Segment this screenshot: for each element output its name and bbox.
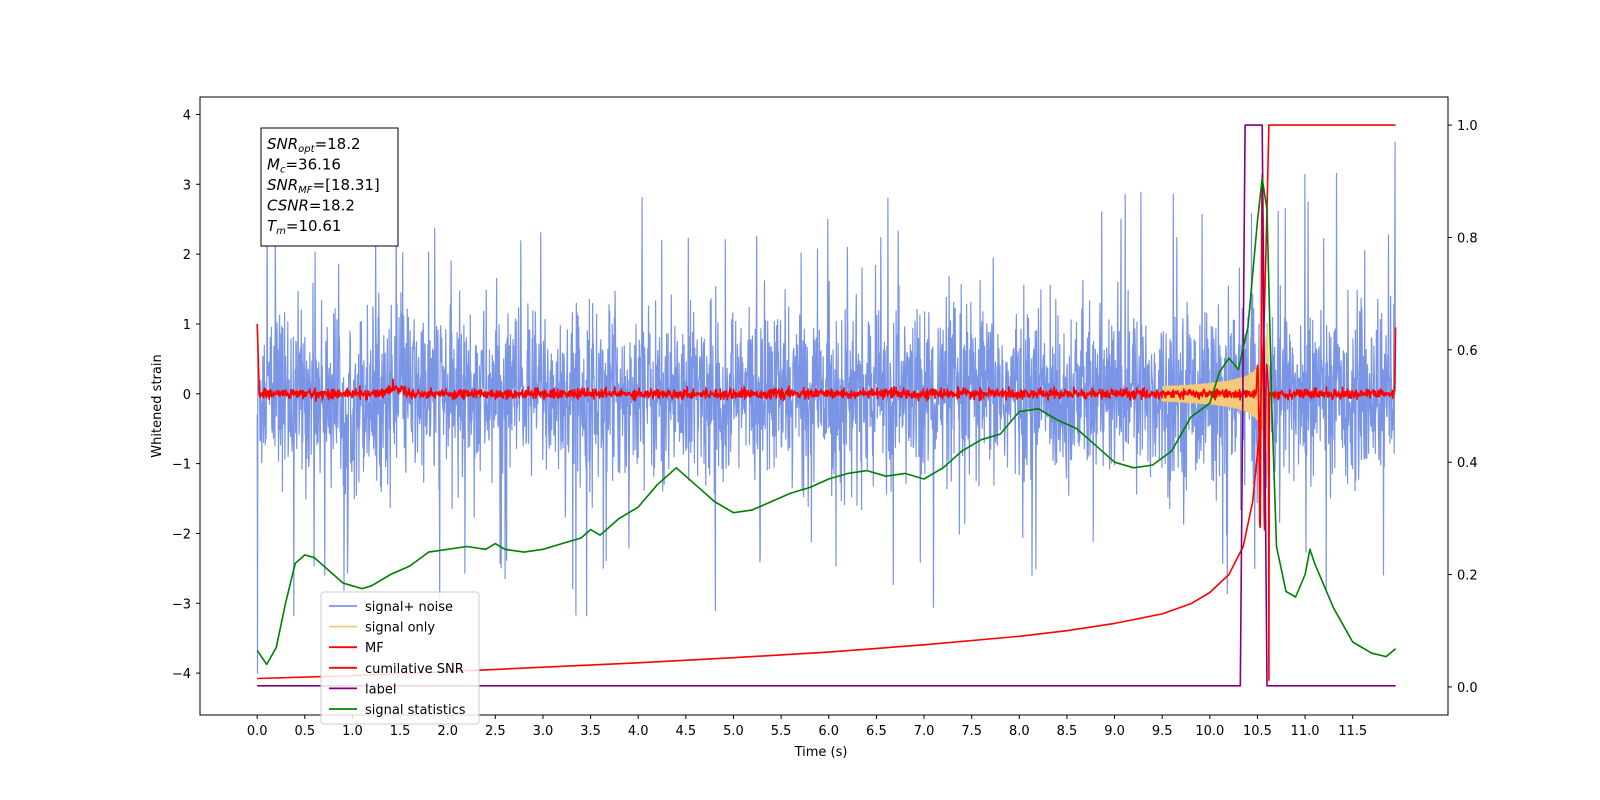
info-symbol: CSNR <box>267 197 309 215</box>
x-tick-label: 2.0 <box>437 724 458 739</box>
y-axis-label: Whitened strain <box>150 354 165 457</box>
info-box-frame <box>260 127 399 247</box>
x-tick-label: 11.0 <box>1291 724 1320 739</box>
info-subscript: opt <box>298 144 315 155</box>
info-box: SNRopt=18.2Mc=36.16SNRMF=[18.31]CSNR=18.… <box>260 127 399 247</box>
x-tick-label: 5.5 <box>771 724 792 739</box>
x-tick-label: 6.5 <box>866 724 887 739</box>
x-tick-label: 3.5 <box>580 724 601 739</box>
x-tick-label: 7.5 <box>961 724 982 739</box>
y-right-tick-label: 0.6 <box>1457 344 1478 359</box>
info-value: =18.2 <box>309 197 355 215</box>
x-tick-label: 8.0 <box>1009 724 1030 739</box>
y-left-tick-label: 2 <box>183 248 191 263</box>
y-right-tick-label: 0.4 <box>1457 456 1478 471</box>
info-value: =18.2 <box>315 135 361 153</box>
series-layer <box>256 124 1397 687</box>
y-left-tick-label: 3 <box>183 178 191 193</box>
legend-frame <box>320 591 480 725</box>
x-tick-label: 11.5 <box>1338 724 1367 739</box>
x-tick-label: 7.0 <box>914 724 935 739</box>
x-tick-label: 9.5 <box>1152 724 1173 739</box>
x-axis-label: Time (s) <box>794 745 848 760</box>
x-tick-label: 2.5 <box>485 724 506 739</box>
plot-frame <box>199 96 1449 716</box>
y-left-tick-label: −2 <box>172 527 191 542</box>
legend-label: MF <box>365 641 384 656</box>
info-symbol: SNR <box>267 176 298 194</box>
y-left-tick-label: −1 <box>172 458 191 473</box>
legend: signal+ noise signal only MF cumilative SNR… <box>320 591 480 725</box>
x-tick-label: 4.0 <box>628 724 649 739</box>
legend-label: signal only <box>365 621 435 636</box>
info-value: =[18.31] <box>313 176 380 194</box>
info-symbol: T <box>267 217 278 235</box>
x-tick-label: 8.5 <box>1057 724 1078 739</box>
series-line-4 <box>257 124 1396 687</box>
info-subscript: MF <box>298 185 313 196</box>
y-left-tick-label: 4 <box>183 108 191 123</box>
series-line-0 <box>256 141 1397 674</box>
x-tick-label: 3.0 <box>533 724 554 739</box>
info-line: Tm=10.61 <box>267 217 341 237</box>
info-value: =36.16 <box>285 156 341 174</box>
y-right-tick-label: 0.8 <box>1457 231 1478 246</box>
x-tick-label: 10.5 <box>1243 724 1272 739</box>
x-tick-label: 4.5 <box>676 724 697 739</box>
info-line: SNRMF=[18.31] <box>267 176 380 196</box>
x-tick-label: 5.0 <box>723 724 744 739</box>
info-symbol: M <box>267 156 280 174</box>
y-right-tick-label: 1.0 <box>1457 119 1478 134</box>
legend-label: signal+ noise <box>365 600 453 615</box>
info-line: Mc=36.16 <box>267 156 341 176</box>
legend-label: cumilative SNR <box>365 662 464 677</box>
x-axis: 0.0 0.5 1.0 1.5 2.0 2.5 3.0 3.5 4.0 4.5 5.0 5.5 6.0 6… <box>247 715 1367 739</box>
info-value: =10.61 <box>286 217 342 235</box>
series-line-5 <box>256 177 1397 666</box>
y-left-tick-label: 0 <box>183 388 191 403</box>
x-tick-label: 0.5 <box>294 724 315 739</box>
y-left-tick-label: −4 <box>172 667 191 682</box>
y-left-tick-label: 1 <box>183 318 191 333</box>
plot-area <box>256 124 1397 687</box>
x-tick-label: 0.0 <box>247 724 268 739</box>
info-line: SNRopt=18.2 <box>267 135 361 155</box>
info-symbol: SNR <box>267 135 298 153</box>
y-axis-left: 4 3 2 1 0 −1 −2 −3 −4 <box>172 108 200 682</box>
x-tick-label: 1.5 <box>390 724 411 739</box>
legend-label: label <box>365 682 396 697</box>
x-tick-label: 6.0 <box>818 724 839 739</box>
x-tick-label: 9.0 <box>1104 724 1125 739</box>
legend-label: signal statistics <box>365 703 466 718</box>
info-line: CSNR=18.2 <box>267 197 355 215</box>
info-subscript: m <box>276 226 286 237</box>
x-tick-label: 1.0 <box>342 724 363 739</box>
info-subscript: c <box>280 165 286 176</box>
y-left-tick-label: −3 <box>172 597 191 612</box>
y-right-tick-label: 0.2 <box>1457 569 1478 584</box>
y-right-tick-label: 0.0 <box>1457 681 1478 696</box>
x-tick-label: 10.0 <box>1195 724 1224 739</box>
series-line-3 <box>257 124 1396 680</box>
y-axis-right: 1.0 0.8 0.6 0.4 0.2 0.0 <box>1448 119 1478 696</box>
series-line-2 <box>256 173 1397 681</box>
